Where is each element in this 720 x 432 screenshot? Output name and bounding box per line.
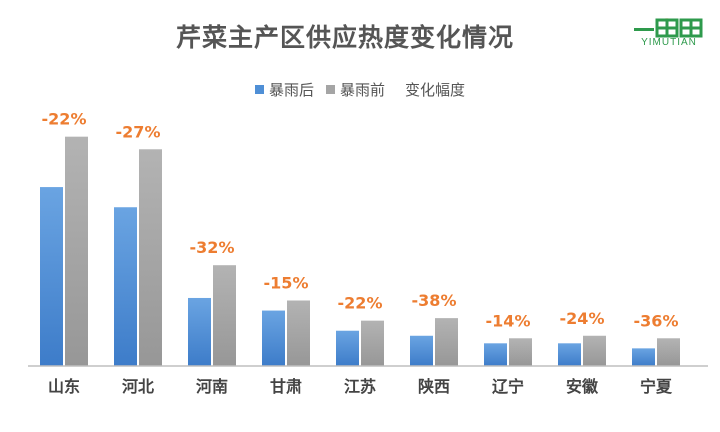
bar-before-4 <box>361 320 384 366</box>
bar-after-1 <box>114 207 137 366</box>
bar-before-2 <box>213 265 236 366</box>
bar-after-7 <box>558 343 581 366</box>
yimutian-logo-icon <box>634 18 703 38</box>
x-tick-label-4: 江苏 <box>344 377 376 396</box>
legend-item-after: 暴雨后 <box>254 79 314 100</box>
chart-title: 芹菜主产区供应热度变化情况 <box>175 23 514 52</box>
change-label-0: -22% <box>42 110 87 129</box>
change-label-7: -24% <box>560 309 605 328</box>
bar-after-6 <box>484 343 507 366</box>
legend: 暴雨后 暴雨前 变化幅度 <box>0 79 720 100</box>
x-tick-label-0: 山东 <box>48 377 80 396</box>
bar-before-8 <box>657 338 680 366</box>
legend-label-after: 暴雨后 <box>268 81 314 99</box>
bar-after-2 <box>188 297 211 366</box>
x-tick-label-8: 宁夏 <box>640 377 673 396</box>
bar-before-6 <box>509 338 532 366</box>
change-label-6: -14% <box>486 311 531 330</box>
x-tick-label-3: 甘肃 <box>270 377 302 396</box>
legend-swatch-after <box>254 85 264 94</box>
legend-item-change: 变化幅度 <box>405 79 465 100</box>
change-label-5: -38% <box>412 291 457 310</box>
change-label-3: -15% <box>264 273 309 292</box>
bar-before-0 <box>65 136 88 366</box>
bar-before-1 <box>139 149 162 366</box>
logo-text: YIMUTIAN <box>641 37 697 48</box>
x-tick-label-6: 辽宁 <box>492 377 524 396</box>
bar-before-5 <box>435 318 458 366</box>
x-tick-label-1: 河北 <box>122 377 154 396</box>
bar-after-8 <box>632 348 655 366</box>
bar-after-3 <box>262 310 285 366</box>
bar-before-7 <box>583 335 606 366</box>
x-tick-label-5: 陕西 <box>418 377 450 396</box>
bar-after-0 <box>40 187 63 366</box>
bar-after-5 <box>410 335 433 366</box>
change-label-8: -36% <box>634 311 679 330</box>
change-label-1: -27% <box>116 122 161 141</box>
legend-swatch-before <box>325 85 335 94</box>
change-label-4: -22% <box>338 294 383 313</box>
bar-after-4 <box>336 330 359 366</box>
x-tick-label-2: 河南 <box>196 377 228 396</box>
x-tick-label-7: 安徽 <box>566 377 599 396</box>
change-label-2: -32% <box>190 238 235 257</box>
legend-label-before: 暴雨前 <box>339 81 385 99</box>
legend-label-change: 变化幅度 <box>405 81 466 99</box>
legend-item-before: 暴雨前 <box>325 79 385 100</box>
bar-before-3 <box>287 300 310 366</box>
